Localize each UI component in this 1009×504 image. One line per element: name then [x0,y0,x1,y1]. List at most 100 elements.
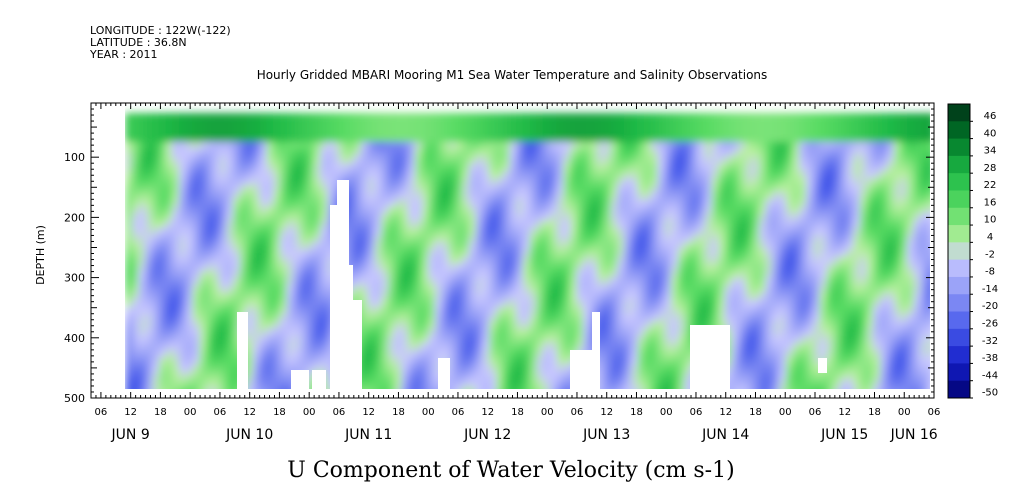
field-cell [738,127,747,136]
field-cell [489,234,497,244]
field-cell [172,170,180,179]
field-cell [556,356,565,366]
field-cell [448,249,457,258]
field-cell [731,263,740,272]
field-cell [374,191,383,201]
field-cell [259,335,268,344]
field-cell [219,148,228,158]
field-cell [671,184,679,193]
field-cell [374,242,383,251]
field-cell [725,120,733,129]
field-cell [313,220,322,229]
field-cell [125,263,133,272]
field-cell [253,278,261,287]
field-cell [448,127,457,136]
field-cell [468,335,477,344]
field-cell [549,342,558,351]
field-cell [859,256,868,265]
field-cell [246,156,255,165]
field-cell [549,113,558,122]
field-cell [886,134,895,143]
field-cell [192,227,201,236]
field-cell [307,163,315,172]
field-cell [866,278,875,287]
field-cell [542,170,551,179]
field-cell [536,213,544,222]
field-cell [596,328,605,337]
field-cell [826,356,834,366]
field-cell [354,113,362,122]
field-cell [313,313,322,323]
field-cell [630,199,639,208]
field-cell [192,349,201,358]
field-cell [300,177,309,186]
field-cell [563,285,571,294]
field-cell [832,234,841,244]
field-cell [805,206,814,215]
field-cell [880,364,888,373]
field-cell [805,342,814,351]
field-cell [617,371,625,380]
field-cell [125,234,133,244]
field-cell [751,127,760,136]
field-cell [441,191,450,201]
field-cell [172,113,180,122]
field-cell [441,299,450,308]
field-cell [219,141,228,150]
field-cell [482,156,491,165]
field-cell [529,249,538,258]
field-cell [907,256,915,265]
field-cell [448,285,457,294]
field-cell [853,220,861,229]
field-cell [623,364,632,373]
field-cell [178,313,187,323]
field-cell [751,378,760,387]
field-cell [529,313,538,323]
field-cell [205,177,214,186]
field-cell [617,263,625,272]
field-cell [617,349,625,358]
field-cell [617,299,625,308]
field-cell [151,199,160,208]
field-cell [785,163,794,172]
field-cell [239,263,248,272]
field-cell [280,199,288,208]
field-cell [664,371,673,380]
field-cell [401,127,410,136]
field-cell [549,199,558,208]
field-cell [677,134,686,143]
field-cell [367,356,376,366]
field-cell [199,256,207,265]
field-cell [832,364,841,373]
field-cell [758,134,767,143]
field-cell [698,199,706,208]
field-cell [542,335,551,344]
field-cell [482,378,491,387]
field-cell [300,206,309,215]
field-cell [185,378,194,387]
field-cell [603,134,612,143]
field-cell [300,163,309,172]
field-cell [731,156,740,165]
field-cell [286,120,295,129]
field-cell [131,242,140,251]
field-cell [778,306,787,315]
field-cell [880,170,888,179]
field-cell [792,313,801,323]
field-cell [563,270,571,280]
field-cell [408,306,416,315]
field-cell [232,141,241,150]
field-cell [886,349,895,358]
field-cell [401,163,410,172]
field-cell [569,299,578,308]
field-cell [421,148,430,158]
field-cell [489,292,497,301]
field-cell [387,342,396,351]
field-cell [441,306,450,315]
field-cell [138,234,147,244]
field-cell [826,234,834,244]
field-cell [718,184,727,193]
field-cell [327,141,335,150]
field-cell [293,242,302,251]
field-cell [246,292,255,301]
